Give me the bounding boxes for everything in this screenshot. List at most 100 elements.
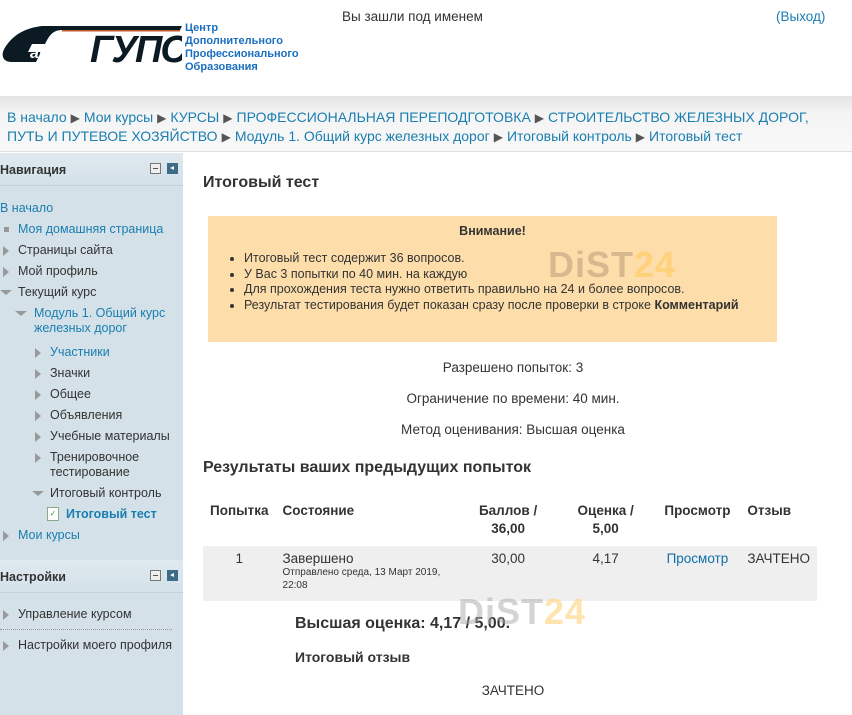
nav-label: Учебные материалы [50, 429, 170, 443]
svg-text:ам: ам [30, 45, 51, 62]
col-header: Попытка [210, 503, 269, 518]
col-header: Просмотр [664, 503, 731, 518]
separator-icon: ▶ [221, 130, 231, 144]
quiz-icon: ✓ [47, 507, 59, 521]
nav-label: Значки [50, 366, 91, 380]
nav-section[interactable]: Учебные материалы [0, 426, 183, 447]
expand-icon[interactable] [35, 390, 41, 400]
nav-label: Страницы сайта [18, 243, 113, 257]
nav-label: Тренировочное тестирование [50, 450, 140, 479]
nav-label: Управление курсом [18, 607, 132, 621]
bullet-icon [4, 227, 9, 232]
nav-my-courses-link[interactable]: Мои курсы [18, 528, 80, 542]
dock-icon[interactable] [167, 570, 178, 581]
logo[interactable]: ам ГУПС [2, 22, 190, 71]
block-title: Навигация [0, 163, 67, 177]
collapse-icon[interactable] [0, 290, 12, 295]
nav-my-home[interactable]: Моя домашняя страница [0, 219, 183, 240]
login-info: Вы зашли под именем [342, 9, 483, 24]
minimize-icon[interactable] [150, 570, 161, 581]
notice-list: Итоговый тест содержит 36 вопросов. У Ва… [244, 251, 777, 313]
expand-icon[interactable] [3, 267, 9, 277]
separator-icon: ▶ [157, 111, 167, 125]
nav-label: Текущий курс [18, 285, 97, 299]
minimize-icon[interactable] [150, 163, 161, 174]
nav-final-test-link[interactable]: Итоговый тест [66, 507, 157, 521]
crumb-home[interactable]: В начало [7, 109, 67, 125]
expand-icon[interactable] [3, 246, 9, 256]
nav-label: Итоговый контроль [50, 486, 162, 500]
grading-method: Метод оценивания: Высшая оценка [401, 422, 625, 437]
nav-label: Настройки моего профиля [18, 638, 172, 652]
col-header: Оценка / 5,00 [577, 503, 634, 536]
nav-section[interactable]: Значки [0, 363, 183, 384]
attempt-number: 1 [203, 546, 276, 601]
nav-final-test[interactable]: ✓ Итоговый тест [0, 504, 183, 525]
separator-icon: ▶ [493, 130, 503, 144]
nav-my-home-link[interactable]: Моя домашняя страница [18, 222, 164, 236]
nav-section[interactable]: Объявления [0, 405, 183, 426]
org-line: Центр [185, 22, 219, 34]
dock-icon[interactable] [167, 163, 178, 174]
notice-item: Для прохождения теста нужно ответить пра… [244, 282, 777, 298]
expand-icon[interactable] [3, 641, 9, 651]
nav-home[interactable]: В начало [0, 198, 183, 219]
collapse-icon[interactable] [15, 311, 27, 316]
nav-section[interactable]: Участники [0, 342, 183, 363]
org-line: Образования [185, 61, 258, 73]
attempts-table: Попытка Состояние Баллов / 36,00 Оценка … [203, 494, 817, 601]
nav-label: Общее [50, 387, 91, 401]
nav-current-course[interactable]: Текущий курс [0, 282, 183, 303]
sidebar: Навигация В начало Моя домашняя страница… [0, 153, 183, 715]
notice-text: Результат тестирования будет показан сра… [244, 297, 655, 312]
org-line: Дополнительного [185, 35, 283, 47]
crumb-course[interactable]: СТРОИТЕЛЬСТВО ЖЕЛЕЗНЫХ ДОРОГ, ПУТЬ И ПУТ… [7, 109, 809, 144]
logout-link[interactable]: (Выход) [776, 9, 826, 24]
settings-my-profile[interactable]: Настройки моего профиля [0, 635, 172, 656]
notice-item: Результат тестирования будет показан сра… [244, 298, 777, 314]
crumb-my-courses[interactable]: Мои курсы [83, 109, 154, 125]
org-line: Профессионального [185, 48, 299, 60]
nav-my-courses[interactable]: Мои курсы [0, 525, 183, 546]
expand-icon[interactable] [35, 432, 41, 442]
page-title: Итоговый тест [203, 174, 320, 191]
expand-icon[interactable] [35, 453, 41, 463]
submitted-time: Отправлено среда, 13 Март 2019, 22:08 [282, 567, 441, 591]
best-grade: Высшая оценка: 4,17 / 5,00. [295, 615, 511, 632]
table-header-row: Попытка Состояние Баллов / 36,00 Оценка … [203, 494, 817, 546]
notice-item: Итоговый тест содержит 36 вопросов. [244, 251, 777, 267]
nav-label: Объявления [50, 408, 123, 422]
notice-bold: Комментарий [654, 297, 739, 312]
crumb-final-test[interactable]: Итоговый тест [649, 128, 743, 144]
navigation-block-header: Навигация [0, 153, 183, 186]
expand-icon[interactable] [3, 610, 9, 620]
nav-final-control[interactable]: Итоговый контроль [0, 483, 183, 504]
nav-site-pages[interactable]: Страницы сайта [0, 240, 183, 261]
nav-module-link[interactable]: Модуль 1. Общий курс железных дорог [34, 306, 166, 335]
org-name: Центр Дополнительного Профессионального … [185, 22, 299, 74]
review-link[interactable]: Просмотр [666, 551, 729, 566]
nav-module[interactable]: Модуль 1. Общий курс железных дорог [0, 303, 183, 339]
crumb-final-control[interactable]: Итоговый контроль [506, 128, 632, 144]
expand-icon[interactable] [35, 411, 41, 421]
nav-section[interactable]: Общее [0, 384, 183, 405]
state-text: Завершено [282, 551, 354, 566]
crumb-module[interactable]: Модуль 1. Общий курс железных дорог [234, 128, 490, 144]
crumb-retraining[interactable]: ПРОФЕССИОНАЛЬНАЯ ПЕРЕПОДГОТОВКА [236, 109, 531, 125]
attempt-state: Завершено Отправлено среда, 13 Март 2019,… [275, 546, 460, 601]
nav-label: Мой профиль [18, 264, 98, 278]
collapse-icon[interactable] [32, 491, 44, 496]
expand-icon[interactable] [35, 369, 41, 379]
header: ам ГУПС Центр Дополнительного Профессион… [0, 0, 852, 96]
notice-box: Внимание! Итоговый тест содержит 36 вопр… [208, 216, 777, 342]
expand-icon[interactable] [3, 531, 9, 541]
settings-course-admin[interactable]: Управление курсом [0, 604, 172, 630]
expand-icon[interactable] [35, 348, 41, 358]
crumb-courses[interactable]: КУРСЫ [170, 109, 220, 125]
nav-section-link[interactable]: Участники [50, 345, 110, 359]
nav-home-link[interactable]: В начало [0, 201, 54, 215]
separator-icon: ▶ [223, 111, 233, 125]
nav-section[interactable]: Тренировочное тестирование [0, 447, 183, 483]
nav-my-profile[interactable]: Мой профиль [0, 261, 183, 282]
table-row: 1 Завершено Отправлено среда, 13 Март 201… [203, 546, 817, 601]
